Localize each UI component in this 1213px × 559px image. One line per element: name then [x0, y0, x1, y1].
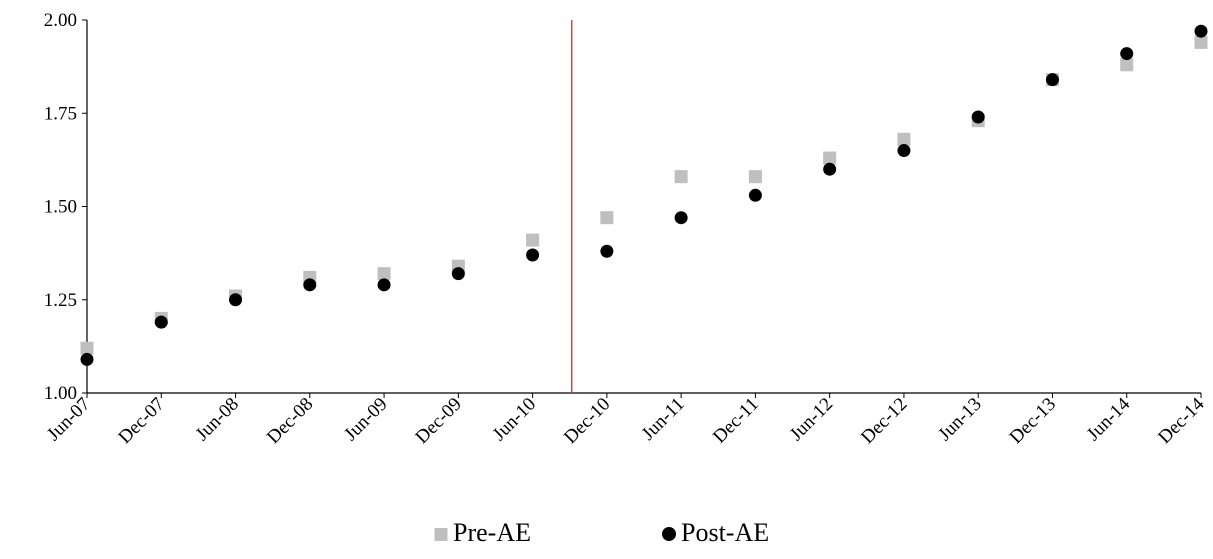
- data-point-square: [526, 233, 540, 247]
- data-point-circle: [1045, 73, 1059, 87]
- x-tick-label: Dec-10: [560, 394, 614, 448]
- data-point-square: [1120, 58, 1134, 72]
- x-tick-label: Dec-11: [709, 394, 763, 448]
- series-pre-ae: [80, 35, 1208, 355]
- x-tick-label: Jun-10: [489, 394, 540, 445]
- data-point-square: [897, 132, 911, 146]
- x-tick-label: Dec-07: [114, 394, 168, 448]
- x-tick-label: Dec-09: [411, 394, 465, 448]
- data-point-square: [748, 170, 762, 184]
- data-point-circle: [451, 267, 465, 281]
- x-tick-label: Jun-08: [192, 394, 243, 445]
- x-tick-label: Dec-08: [263, 394, 317, 448]
- y-tick-label: 1.00: [44, 383, 77, 404]
- y-tick-labels: 1.00 1.25 1.50 1.75 2.00: [44, 10, 77, 404]
- legend-marker-circle: [662, 527, 676, 541]
- data-point-circle: [229, 293, 243, 307]
- data-point-circle: [897, 144, 911, 158]
- x-tick-labels: Jun-07 Dec-07 Jun-08 Dec-08 Jun-09 Dec-09 Jun-…: [43, 393, 1209, 448]
- data-point-square: [823, 151, 837, 165]
- y-tick-label: 1.50: [44, 197, 77, 218]
- y-tick-label: 1.75: [44, 103, 77, 124]
- data-point-circle: [1194, 24, 1208, 38]
- legend-marker-square: [434, 528, 448, 541]
- data-point-square: [80, 341, 94, 355]
- data-point-circle: [154, 315, 168, 329]
- y-tick-label: 2.00: [44, 10, 77, 31]
- data-point-circle: [600, 244, 614, 258]
- data-point-circle: [1120, 47, 1134, 61]
- data-point-square: [674, 170, 688, 184]
- x-tick-label: Dec-12: [857, 394, 911, 448]
- series-layer: [80, 24, 1208, 366]
- x-tick-label: Dec-13: [1006, 394, 1060, 448]
- axes: [82, 19, 1202, 398]
- data-point-circle: [80, 352, 94, 366]
- data-point-circle: [748, 188, 762, 202]
- data-point-circle: [971, 110, 985, 124]
- series-post-ae: [80, 24, 1208, 366]
- data-point-square: [600, 211, 614, 225]
- data-point-square: [1194, 35, 1208, 49]
- legend: Pre-AE Post-AE: [434, 518, 769, 547]
- x-tick-label: Jun-09: [340, 394, 391, 445]
- data-point-circle: [674, 211, 688, 225]
- y-tick-label: 1.25: [44, 290, 77, 311]
- x-tick-label: Jun-14: [1083, 393, 1135, 445]
- x-tick-label: Jun-13: [934, 394, 985, 445]
- x-tick-label: Jun-11: [638, 394, 689, 445]
- data-point-circle: [377, 278, 391, 292]
- data-point-square: [377, 267, 391, 281]
- x-tick-label: Dec-14: [1154, 393, 1209, 448]
- data-point-circle: [823, 162, 837, 176]
- data-point-circle: [303, 278, 317, 292]
- legend-label: Post-AE: [681, 518, 769, 547]
- legend-label: Pre-AE: [453, 518, 531, 547]
- x-tick-label: Jun-12: [786, 394, 837, 445]
- data-point-circle: [526, 248, 540, 262]
